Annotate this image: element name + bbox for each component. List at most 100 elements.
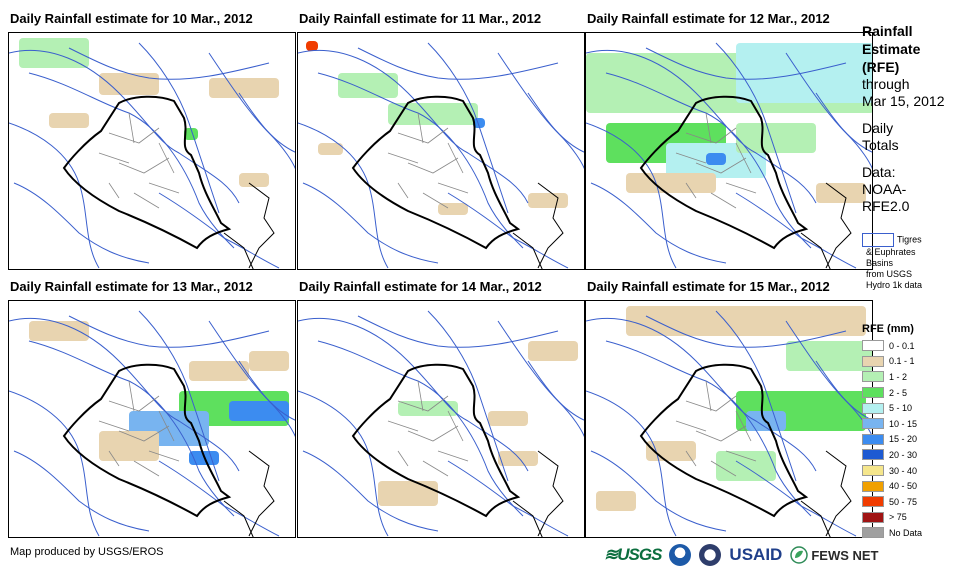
legend-swatch [862, 355, 884, 367]
rainfall-area [736, 123, 816, 153]
river-basin-line [527, 92, 584, 153]
province-boundary [98, 380, 180, 477]
legend-swatch [862, 465, 884, 477]
panel-title: Daily Rainfall estimate for 12 Mar., 201… [587, 11, 830, 26]
basin-key-text: Hydro 1k data [866, 280, 923, 290]
legend-swatch [862, 496, 884, 508]
end-date: Mar 15, 2012 [862, 93, 945, 109]
through-label: through [862, 76, 910, 92]
river-basin-line [590, 182, 727, 264]
rainfall-area [338, 73, 398, 98]
legend-label: 50 - 75 [889, 496, 918, 507]
river-basin-line [715, 310, 797, 482]
panel-title: Daily Rainfall estimate for 13 Mar., 201… [10, 279, 253, 294]
map-frame [8, 300, 296, 538]
legend-label: 0 - 0.1 [889, 340, 915, 351]
rainfall-area [249, 351, 289, 371]
basin-key-text: & Euphrates [866, 247, 916, 257]
river-basin-line [586, 390, 677, 537]
legend-label: 10 - 15 [889, 418, 918, 429]
river-basin-line [815, 92, 872, 153]
river-basin-line [527, 360, 584, 421]
iraq-border [62, 95, 232, 250]
legend-item: 1 - 2 [862, 369, 965, 385]
rainfall-area [626, 306, 866, 336]
river-basin-line [68, 315, 270, 348]
noaa-logo-icon [669, 544, 692, 566]
legend-swatch [862, 340, 884, 352]
legend-item: 0.1 - 1 [862, 354, 965, 370]
river-basin-line [138, 310, 220, 482]
river-basin-line [447, 460, 569, 537]
river-basin-line [317, 72, 524, 249]
river-basin-line [317, 340, 524, 517]
river-basin-line [586, 317, 817, 472]
map-panel-12-mar: Daily Rainfall estimate for 12 Mar., 201… [585, 8, 875, 270]
province-boundary [98, 112, 180, 209]
river-basin-line [238, 92, 295, 153]
rainfall-area [528, 341, 578, 361]
country-border [800, 500, 831, 537]
iraq-border [351, 95, 521, 250]
river-basin-line [735, 460, 857, 537]
legend-item: 0 - 0.1 [862, 338, 965, 354]
rainfall-area [378, 481, 438, 506]
legend-item: 50 - 75 [862, 494, 965, 510]
legend-label: 40 - 50 [889, 481, 918, 492]
province-boundary [675, 112, 757, 209]
basin-swatch [862, 233, 894, 247]
legend-swatch [862, 371, 884, 383]
river-basin-line [238, 360, 295, 421]
map-panel-10-mar: Daily Rainfall estimate for 10 Mar., 201… [8, 8, 298, 270]
legend-item: 40 - 50 [862, 478, 965, 494]
legend-swatch [862, 402, 884, 414]
panel-title: Daily Rainfall estimate for 10 Mar., 201… [10, 11, 253, 26]
panel-title: Daily Rainfall estimate for 15 Mar., 201… [587, 279, 830, 294]
legend-swatch [862, 480, 884, 492]
legend-label: 20 - 30 [889, 449, 918, 460]
legend-item: > 75 [862, 510, 965, 526]
rainfall-area [388, 103, 478, 125]
country-border [800, 232, 831, 269]
legend-swatch [862, 433, 884, 445]
data-source: NOAA- [862, 181, 907, 197]
country-border [248, 182, 275, 269]
rainfall-area [786, 341, 872, 371]
rainfall-area [99, 431, 159, 461]
rainfall-area [318, 143, 343, 155]
rfe-legend: RFE (mm) 0 - 0.1 0.1 - 1 1 - 2 2 - 5 5 - 10 1… [862, 320, 965, 541]
legend-swatch [862, 387, 884, 399]
legend-swatch [862, 418, 884, 430]
rainfall-area [438, 203, 468, 215]
map-frame [585, 32, 873, 270]
river-basin-line [298, 49, 529, 204]
river-basin-line [645, 315, 847, 348]
river-basin-line [586, 49, 817, 204]
province-boundary [387, 380, 469, 477]
rainfall-area [209, 78, 279, 98]
basin-key-text: from USGS [866, 269, 913, 279]
logo-strip: ≋USGS USAID FEWS NET [604, 541, 879, 569]
usgs-logo: ≋USGS [604, 545, 662, 564]
map-frame [8, 32, 296, 270]
river-basin-line [13, 182, 150, 264]
fews-net-logo: FEWS NET [790, 546, 879, 564]
river-basin-line [735, 192, 857, 269]
river-basin-line [158, 460, 280, 537]
legend-item: 30 - 40 [862, 463, 965, 479]
river-basin-line [298, 317, 529, 472]
panel-title: Daily Rainfall estimate for 14 Mar., 201… [299, 279, 542, 294]
river-basin-line [605, 72, 812, 249]
river-basin-line [28, 72, 235, 249]
province-boundary [387, 112, 469, 209]
daily-label: Daily [862, 120, 894, 136]
iraq-border [639, 95, 809, 250]
river-basin-line [590, 450, 727, 532]
rainfall-area [239, 173, 269, 187]
rainfall-area [816, 183, 866, 203]
legend-item: 20 - 30 [862, 447, 965, 463]
legend-title: RFE (mm) [862, 323, 914, 335]
legend-label: 2 - 5 [889, 387, 908, 398]
map-frame [297, 300, 585, 538]
rainfall-area [706, 153, 726, 165]
